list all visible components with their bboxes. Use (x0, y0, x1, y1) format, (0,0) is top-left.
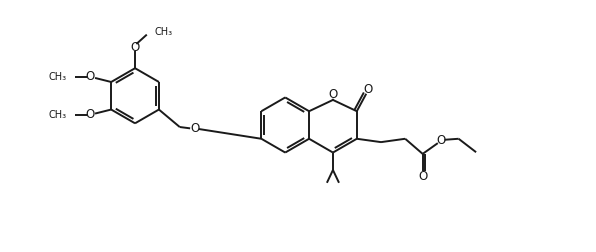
Text: CH₃: CH₃ (49, 72, 67, 82)
Text: O: O (328, 88, 337, 101)
Text: CH₃: CH₃ (49, 110, 67, 120)
Text: O: O (86, 108, 95, 121)
Text: O: O (86, 71, 95, 83)
Text: O: O (418, 170, 427, 182)
Text: O: O (131, 41, 139, 54)
Text: O: O (436, 134, 446, 147)
Text: CH₃: CH₃ (154, 27, 173, 37)
Text: O: O (190, 122, 199, 135)
Text: O: O (363, 83, 372, 96)
